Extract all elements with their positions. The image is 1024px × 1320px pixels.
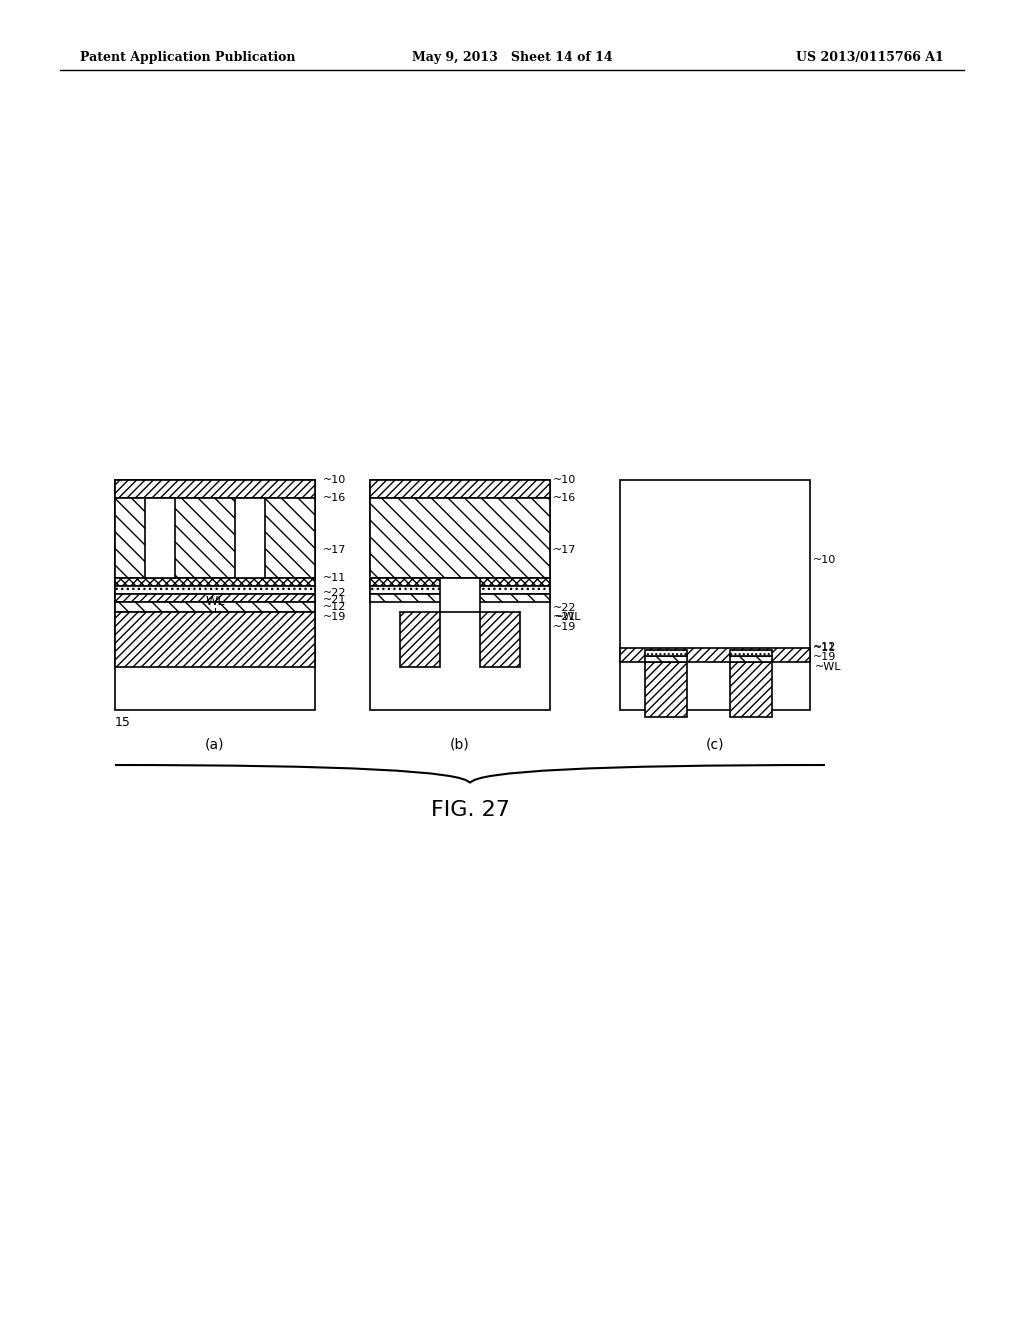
Bar xyxy=(370,480,550,710)
Bar xyxy=(115,480,315,710)
Text: (a): (a) xyxy=(205,738,224,752)
Text: 15: 15 xyxy=(115,715,131,729)
Bar xyxy=(645,649,687,656)
Text: ~19: ~19 xyxy=(813,652,837,663)
Text: WL: WL xyxy=(206,595,224,609)
Text: ~21: ~21 xyxy=(553,612,577,622)
Text: ~12: ~12 xyxy=(323,602,346,612)
Text: ~19: ~19 xyxy=(553,622,577,632)
Text: ~10: ~10 xyxy=(323,475,346,484)
Bar xyxy=(400,612,440,667)
Text: FIG. 27: FIG. 27 xyxy=(430,800,509,820)
Bar xyxy=(620,648,810,663)
Text: ~11: ~11 xyxy=(323,573,346,583)
Bar xyxy=(145,498,175,578)
Bar xyxy=(370,594,550,602)
Bar xyxy=(370,578,550,586)
Bar xyxy=(115,602,315,612)
Bar xyxy=(115,498,315,578)
Bar xyxy=(115,586,315,594)
Text: May 9, 2013   Sheet 14 of 14: May 9, 2013 Sheet 14 of 14 xyxy=(412,51,612,65)
Text: ~21: ~21 xyxy=(323,595,346,605)
Text: ~11: ~11 xyxy=(813,643,837,653)
Bar xyxy=(645,663,687,717)
Text: Patent Application Publication: Patent Application Publication xyxy=(80,51,296,65)
Text: ~22: ~22 xyxy=(323,587,346,598)
Bar xyxy=(645,656,687,663)
Text: ~17: ~17 xyxy=(323,545,346,554)
Bar xyxy=(115,480,315,498)
Text: ~12: ~12 xyxy=(813,642,837,652)
Text: ~16: ~16 xyxy=(553,492,577,503)
Bar xyxy=(440,578,480,612)
Bar xyxy=(480,612,520,667)
Bar xyxy=(620,480,810,710)
Text: ~10: ~10 xyxy=(553,475,577,484)
Bar xyxy=(730,656,772,663)
Text: ~22: ~22 xyxy=(553,603,577,612)
Text: ~16: ~16 xyxy=(323,492,346,503)
Bar xyxy=(370,586,550,594)
Bar xyxy=(115,612,315,667)
Bar xyxy=(730,663,772,717)
Text: (c): (c) xyxy=(706,738,724,752)
Text: US 2013/0115766 A1: US 2013/0115766 A1 xyxy=(797,51,944,65)
Text: ~WL: ~WL xyxy=(555,612,582,622)
Text: (b): (b) xyxy=(451,738,470,752)
Text: ~17: ~17 xyxy=(553,545,577,554)
Text: ~19: ~19 xyxy=(323,612,346,622)
Bar xyxy=(115,578,315,586)
Bar xyxy=(115,594,315,602)
Text: ~WL: ~WL xyxy=(815,663,842,672)
Bar xyxy=(730,649,772,656)
Bar xyxy=(370,498,550,578)
Text: ~10: ~10 xyxy=(813,554,837,565)
Bar xyxy=(234,498,265,578)
Bar xyxy=(370,480,550,498)
